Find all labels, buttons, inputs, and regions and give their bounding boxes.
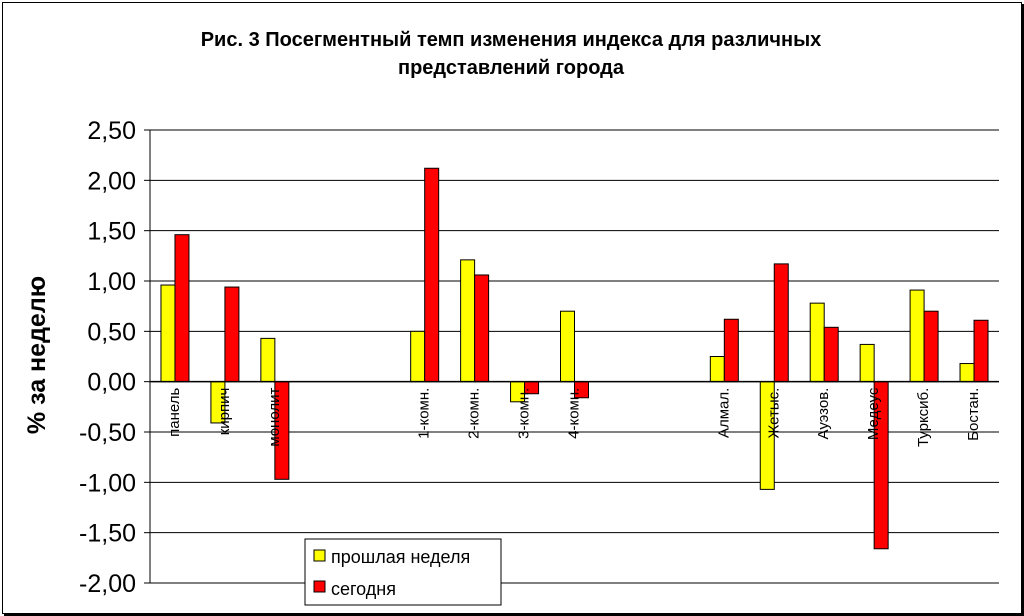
bar-last-week: [410, 330, 426, 383]
y-tick-label: 2,50: [87, 117, 136, 145]
bar-today: [973, 319, 989, 383]
bar-last-week: [709, 356, 725, 383]
bar-today: [474, 274, 490, 383]
chart-title-line2: представлений города: [398, 57, 625, 79]
bar-today: [174, 234, 190, 383]
bar-last-week: [160, 284, 176, 383]
bar-last-week: [460, 259, 476, 383]
legend-swatch-today: [313, 580, 326, 593]
x-tick-label: Алмал.: [715, 388, 732, 438]
x-tick-label: кирпич: [216, 388, 233, 436]
x-tick-label: монолит: [266, 388, 283, 447]
x-tick-labels: панель кирпич монолит 1-комн. 2-комн. 3-комн.…: [166, 387, 982, 447]
y-tick-label: 0,00: [87, 369, 136, 397]
legend-box: [304, 538, 502, 606]
y-axis-label: % за неделю: [23, 276, 51, 434]
x-tick-label: 2-комн.: [466, 388, 483, 439]
bar-last-week: [560, 310, 575, 383]
y-tick-label: -2,00: [79, 570, 136, 598]
bar-last-week: [809, 302, 825, 383]
chart-title-line1: Рис. 3 Посегментный темп изменения индек…: [201, 29, 822, 51]
legend-label-last-week: прошлая неделя: [331, 547, 470, 567]
bars: [160, 167, 989, 550]
y-tick-labels: 2,50 2,00 1,50 1,00 0,50 0,00 -0,50 -1,00 -1,50 -…: [79, 117, 136, 598]
legend-swatch-last-week: [313, 549, 326, 562]
y-tick-label: 2,00: [87, 167, 136, 195]
y-tick-label: 1,00: [87, 268, 136, 296]
bar-last-week: [260, 337, 276, 383]
x-tick-label: Медеус: [865, 387, 882, 440]
legend-label-today: сегодня: [331, 579, 396, 599]
y-tick-label: -1,00: [79, 469, 136, 497]
bar-today: [224, 286, 240, 383]
bar-today: [773, 263, 789, 383]
x-tick-label: 1-комн.: [416, 388, 433, 439]
bar-today: [823, 326, 839, 383]
y-tick-label: -0,50: [79, 419, 136, 447]
bar-chart: Рис. 3 Посегментный темп изменения индек…: [23, 29, 999, 606]
y-tick-label: 1,50: [87, 218, 136, 246]
y-tick-label: -1,50: [79, 520, 136, 548]
bar-last-week: [909, 289, 925, 383]
bar-today: [723, 318, 739, 383]
legend: прошлая неделя сегодня: [304, 538, 502, 606]
x-tick-label: 3-комн.: [516, 388, 533, 439]
bar-today: [424, 167, 440, 383]
x-tick-label: Ауэзов.: [815, 388, 832, 440]
x-tick-label: панель: [166, 387, 183, 436]
bar-last-week: [859, 343, 875, 383]
y-tick-label: 0,50: [87, 318, 136, 346]
axes: [149, 130, 999, 583]
x-tick-label: 4-комн.: [566, 388, 583, 439]
x-tick-label: Жетыс.: [765, 388, 782, 439]
x-tick-label: Турксиб.: [915, 388, 932, 447]
bar-today: [923, 310, 939, 383]
x-tick-label: Бостан.: [965, 388, 982, 441]
bar-last-week: [959, 363, 975, 383]
